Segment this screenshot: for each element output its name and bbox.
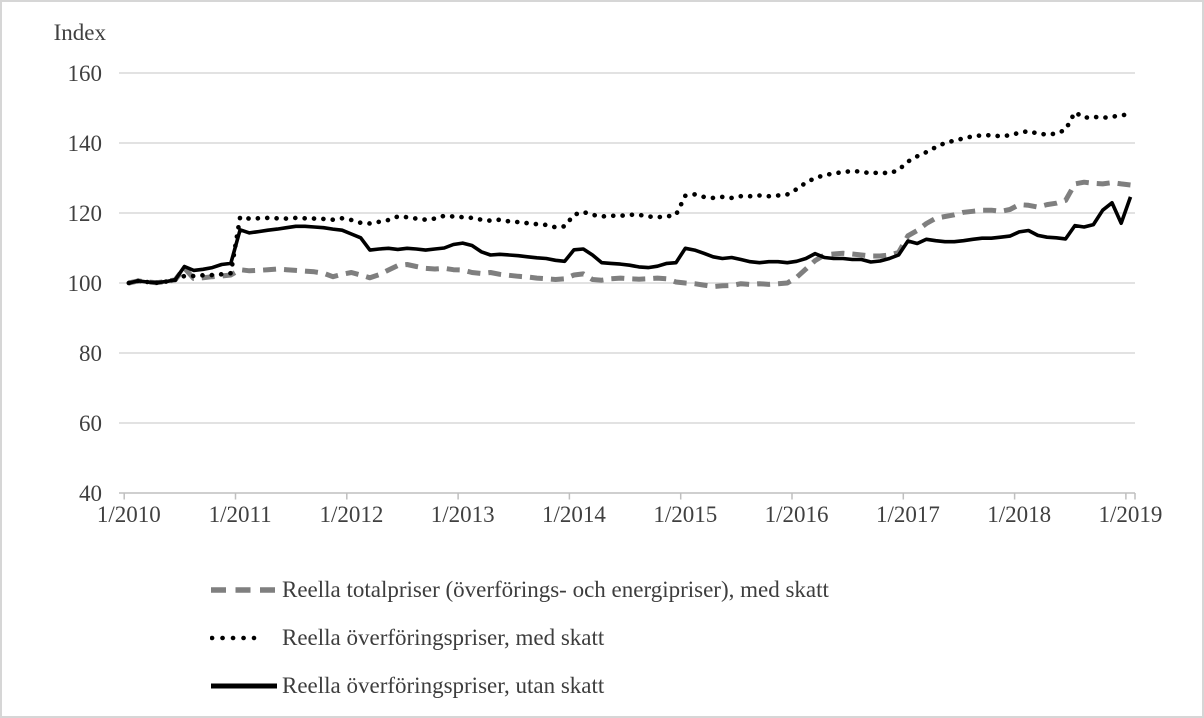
legend-label-overforingspriser-med-skatt: Reella överföringspriser, med skatt xyxy=(282,625,605,650)
y-tick-label-40: 40 xyxy=(79,481,102,506)
x-tick-label-1/2017: 1/2017 xyxy=(876,502,940,527)
legend-item-totalpriser: Reella totalpriser (överförings- och ene… xyxy=(210,566,829,614)
y-tick-label-120: 120 xyxy=(68,201,103,226)
x-tick-label-1/2018: 1/2018 xyxy=(987,502,1051,527)
legend-label-totalpriser: Reella totalpriser (överförings- och ene… xyxy=(282,577,829,602)
x-tick-label-1/2019: 1/2019 xyxy=(1099,502,1163,527)
legend-item-overforingspriser-utan-skatt: Reella överföringspriser, utan skatt xyxy=(210,662,829,710)
chart-legend: Reella totalpriser (överförings- och ene… xyxy=(210,566,829,710)
legend-item-overforingspriser-med-skatt: Reella överföringspriser, med skatt xyxy=(210,614,829,662)
series-line-totalpriser_med_skatt xyxy=(128,179,1131,289)
x-tick-label-1/2015: 1/2015 xyxy=(653,502,717,527)
legend-dotted-marker-icon xyxy=(210,635,257,641)
legend-solid-marker-icon xyxy=(211,683,277,689)
y-axis-title: Index xyxy=(54,20,107,45)
x-tick-label-1/2013: 1/2013 xyxy=(431,502,495,527)
x-tick-label-1/2014: 1/2014 xyxy=(542,502,606,527)
y-tick-label-100: 100 xyxy=(68,271,103,296)
y-tick-label-160: 160 xyxy=(68,61,103,86)
x-tick-label-1/2010: 1/2010 xyxy=(97,502,161,527)
x-tick-label-1/2016: 1/2016 xyxy=(765,502,829,527)
series-line-overforingspriser_med_skatt xyxy=(126,109,1133,286)
x-tick-label-1/2011: 1/2011 xyxy=(209,502,272,527)
y-tick-label-140: 140 xyxy=(68,131,103,156)
y-tick-label-80: 80 xyxy=(79,341,102,366)
legend-dashed-marker-icon xyxy=(211,587,277,593)
line-chart: 160 140 120 100 80 60 40 Index 1/2010 1/2011 1/201… xyxy=(54,20,1163,527)
y-tick-label-60: 60 xyxy=(79,411,102,436)
x-tick-label-1/2012: 1/2012 xyxy=(319,502,383,527)
series-line-overforingspriser_utan_skatt xyxy=(128,196,1133,285)
legend-label-overforingspriser-utan-skatt: Reella överföringspriser, utan skatt xyxy=(282,673,605,698)
